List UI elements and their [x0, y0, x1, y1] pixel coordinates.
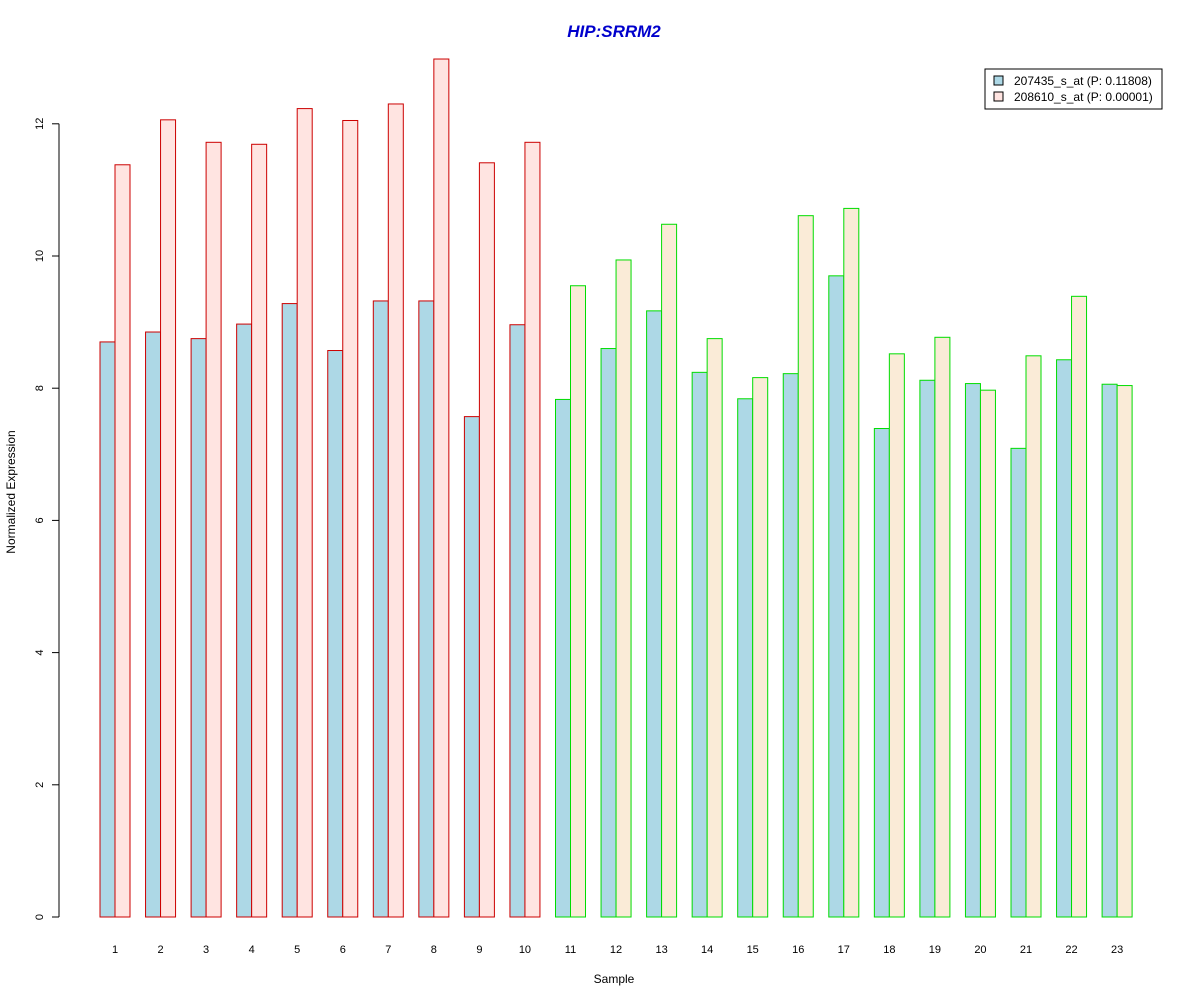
x-tick-label: 13 — [655, 944, 667, 956]
y-tick-label: 2 — [34, 782, 46, 788]
x-tick-label: 10 — [519, 944, 531, 956]
bar-series-1 — [1010, 447, 1027, 918]
x-tick-label: 22 — [1065, 944, 1077, 956]
legend-swatch-series-2 — [993, 91, 1004, 102]
y-tick-label: 0 — [34, 914, 46, 920]
bar-series-2 — [205, 141, 222, 918]
x-tick-label: 20 — [974, 944, 986, 956]
bar-series-2 — [934, 336, 951, 918]
bar-series-1 — [919, 379, 936, 918]
x-tick-label: 9 — [476, 944, 482, 956]
chart-title: HIP:SRRM2 — [567, 22, 661, 41]
x-axis: 1 2 3 4 5 6 7 8 9 10 11 12 13 14 15 16 17 18 19 20 21 22 23 — [112, 944, 1123, 956]
x-tick-label: 7 — [385, 944, 391, 956]
bar-series-1 — [236, 323, 253, 918]
bar-series-2 — [524, 141, 541, 918]
bar-series-1 — [964, 383, 981, 918]
bar-series-1 — [327, 350, 344, 918]
bar-series-2 — [251, 143, 268, 918]
x-tick-label: 11 — [565, 944, 576, 956]
bar-series-1 — [600, 348, 617, 918]
bar-series-2 — [387, 103, 404, 918]
bar-series-1 — [782, 373, 799, 918]
bar-series-2 — [797, 215, 814, 918]
bar-series-2 — [979, 389, 996, 918]
x-tick-label: 4 — [249, 944, 255, 956]
x-tick-label: 16 — [792, 944, 804, 956]
legend: 207435_s_at (P: 0.11808) 208610_s_at (P:… — [984, 68, 1163, 110]
bar-series-2 — [478, 162, 495, 918]
x-tick-label: 15 — [747, 944, 759, 956]
x-axis-label: Sample — [594, 972, 635, 986]
y-tick-label: 4 — [34, 650, 46, 656]
x-tick-label: 8 — [431, 944, 437, 956]
bar-series-1 — [99, 341, 116, 918]
bar-series-2 — [843, 207, 860, 918]
bar-series-2 — [342, 119, 359, 918]
bar-series-1 — [463, 416, 480, 918]
x-tick-label: 19 — [929, 944, 941, 956]
bar-series-1 — [372, 300, 389, 918]
bar-series-2 — [752, 377, 769, 918]
x-tick-label: 3 — [203, 944, 209, 956]
bar-series-1 — [873, 428, 890, 918]
bar-series-1 — [509, 324, 526, 918]
bar-series-1 — [555, 398, 571, 918]
legend-label-series-2: 208610_s_at (P: 0.00001) — [1014, 90, 1153, 104]
x-tick-label: 2 — [157, 944, 163, 956]
y-axis-label: Normalized Expression — [4, 430, 18, 553]
y-axis: 0 2 4 6 8 10 12 — [34, 118, 60, 920]
bar-series-1 — [281, 303, 298, 918]
x-tick-label: 14 — [701, 944, 713, 956]
bar-series-1 — [646, 310, 663, 918]
legend-label-series-1: 207435_s_at (P: 0.11808) — [1014, 74, 1152, 88]
bar-series-2 — [433, 58, 450, 918]
x-tick-label: 18 — [883, 944, 895, 956]
y-tick-label: 10 — [34, 250, 46, 262]
x-tick-label: 21 — [1020, 944, 1032, 956]
legend-box — [984, 68, 1163, 110]
bars-layer — [99, 58, 1133, 918]
x-tick-label: 23 — [1111, 944, 1123, 956]
bar-series-1 — [691, 371, 708, 918]
bar-series-2 — [1071, 295, 1088, 918]
legend-swatch-series-1 — [993, 75, 1004, 86]
bar-series-2 — [1116, 385, 1133, 918]
y-tick-label: 12 — [34, 118, 46, 130]
bar-series-2 — [615, 259, 632, 918]
bar-series-1 — [190, 338, 207, 918]
bar-series-2 — [661, 223, 678, 918]
x-tick-label: 17 — [838, 944, 850, 956]
bar-series-1 — [1101, 383, 1118, 918]
y-tick-label: 8 — [34, 385, 46, 391]
bar-series-2 — [570, 285, 586, 918]
bar-series-2 — [888, 353, 905, 918]
bar-series-1 — [1056, 359, 1073, 918]
x-tick-label: 6 — [340, 944, 346, 956]
y-tick-label: 6 — [34, 517, 46, 523]
x-tick-label: 1 — [112, 944, 118, 956]
bar-series-2 — [1025, 355, 1042, 918]
x-tick-label: 12 — [610, 944, 622, 956]
x-tick-label: 5 — [294, 944, 300, 956]
bar-series-1 — [828, 275, 845, 918]
bar-series-2 — [114, 164, 131, 918]
bar-series-1 — [737, 398, 754, 918]
bar-series-2 — [296, 108, 313, 918]
bar-series-2 — [706, 338, 723, 918]
bar-series-1 — [145, 331, 162, 918]
bar-series-1 — [418, 300, 435, 918]
bar-series-2 — [160, 119, 177, 918]
